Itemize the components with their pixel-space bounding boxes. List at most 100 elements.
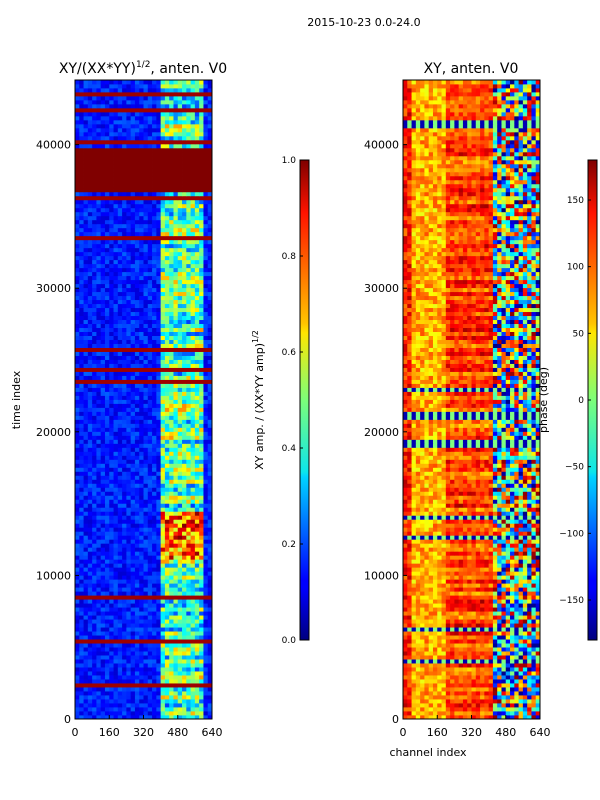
- left-heatmap-cell: [173, 703, 179, 708]
- left-heatmap-cell: [126, 379, 132, 384]
- left-heatmap-cell: [199, 459, 204, 464]
- left-heatmap-cell: [152, 199, 157, 205]
- left-heatmap-cell: [109, 315, 114, 321]
- left-heatmap-cell: [186, 295, 191, 301]
- left-heatmap-cell: [83, 551, 89, 556]
- left-heatmap-cell: [160, 163, 166, 169]
- left-heatmap-cell: [104, 335, 110, 340]
- left-heatmap-cell: [126, 443, 132, 448]
- left-heatmap-cell: [79, 335, 84, 340]
- left-heatmap-cell: [156, 363, 162, 368]
- left-heatmap-cell: [75, 267, 80, 273]
- left-heatmap-cell: [87, 415, 93, 420]
- left-heatmap-cell: [104, 515, 110, 520]
- left-heatmap-cell: [177, 215, 183, 221]
- left-heatmap-cell: [122, 363, 127, 368]
- left-heatmap-cell: [79, 215, 84, 221]
- left-heatmap-cell: [156, 539, 162, 544]
- left-heatmap-cell: [177, 139, 183, 145]
- left-heatmap-cell: [164, 359, 170, 364]
- left-heatmap-cell: [109, 403, 114, 408]
- left-heatmap-cell: [152, 95, 157, 101]
- left-title-suffix: , anten. V0: [150, 61, 227, 77]
- left-heatmap-cell: [203, 399, 209, 404]
- left-heatmap-cell: [75, 559, 80, 564]
- left-heatmap-cell: [130, 691, 136, 696]
- left-heatmap-cell: [190, 223, 196, 229]
- left-heatmap-cell: [100, 503, 106, 508]
- left-heatmap-cell: [79, 207, 84, 213]
- left-heatmap-cell: [139, 363, 144, 368]
- left-heatmap-cell: [104, 275, 110, 281]
- left-heatmap-cell: [100, 407, 106, 412]
- left-heatmap-cell: [139, 187, 144, 193]
- left-heatmap-cell: [134, 619, 140, 624]
- left-heatmap-cell: [117, 711, 123, 716]
- left-heatmap-cell: [104, 347, 110, 352]
- left-heatmap-cell: [199, 111, 204, 117]
- left-heatmap-cell: [134, 159, 140, 165]
- left-heatmap-cell: [152, 299, 157, 305]
- left-heatmap-cell: [113, 215, 119, 221]
- left-heatmap-cell: [87, 623, 93, 628]
- left-heatmap-cell: [143, 195, 149, 201]
- left-heatmap-cell: [117, 239, 123, 245]
- left-heatmap-cell: [126, 471, 132, 476]
- left-heatmap-cell: [126, 495, 132, 500]
- left-heatmap-cell: [164, 427, 170, 432]
- left-heatmap-cell: [173, 251, 179, 257]
- left-heatmap-cell: [194, 563, 200, 568]
- left-heatmap-cell: [122, 407, 127, 412]
- left-heatmap-cell: [96, 523, 102, 528]
- left-heatmap-cell: [87, 435, 93, 440]
- left-heatmap-cell: [122, 443, 127, 448]
- left-heatmap-cell: [117, 451, 123, 456]
- left-heatmap-cell: [122, 335, 127, 340]
- left-heatmap-cell: [190, 475, 196, 480]
- left-heatmap-cell: [186, 343, 191, 348]
- left-heatmap-cell: [139, 563, 144, 568]
- left-heatmap-cell: [147, 679, 153, 684]
- left-heatmap-cell: [122, 243, 127, 249]
- left-heatmap-cell: [79, 439, 84, 444]
- left-heatmap-cell: [156, 599, 162, 604]
- left-heatmap-cell: [182, 279, 187, 285]
- left-heatmap-cell: [152, 631, 157, 636]
- left-heatmap-cell: [96, 531, 102, 536]
- left-heatmap-cell: [143, 579, 149, 584]
- left-heatmap-cell: [160, 111, 166, 117]
- left-heatmap-cell: [207, 431, 212, 436]
- left-heatmap-cell: [147, 575, 153, 580]
- left-heatmap-cell: [199, 539, 204, 544]
- left-heatmap-cell: [113, 479, 119, 484]
- left-heatmap-cell: [147, 495, 153, 500]
- left-heatmap-cell: [92, 179, 97, 185]
- left-heatmap-cell: [75, 311, 80, 317]
- left-heatmap-cell: [147, 559, 153, 564]
- left-heatmap-cell: [130, 259, 136, 265]
- left-heatmap-cell: [190, 427, 196, 432]
- left-heatmap-cell: [139, 699, 144, 704]
- left-heatmap-cell: [173, 691, 179, 696]
- left-heatmap-cell: [75, 575, 80, 580]
- left-heatmap-cell: [147, 671, 153, 676]
- left-heatmap-cell: [139, 471, 144, 476]
- left-heatmap-cell: [100, 527, 106, 532]
- left-heatmap-cell: [117, 143, 123, 149]
- left-heatmap-cell: [177, 263, 183, 269]
- left-heatmap-cell: [83, 167, 89, 173]
- left-heatmap-cell: [113, 451, 119, 456]
- left-heatmap-cell: [143, 183, 149, 189]
- left-heatmap-cell: [147, 567, 153, 572]
- left-heatmap-cell: [203, 259, 209, 265]
- left-heatmap-cell: [186, 471, 191, 476]
- left-heatmap-cell: [134, 519, 140, 524]
- left-heatmap-cell: [126, 239, 132, 245]
- left-heatmap-cell: [75, 695, 80, 700]
- left-heatmap-cell: [190, 243, 196, 249]
- left-heatmap-cell: [156, 143, 162, 149]
- left-heatmap-cell: [186, 147, 191, 153]
- left-heatmap-cell: [169, 267, 174, 273]
- left-heatmap-cell: [75, 151, 80, 157]
- left-heatmap-cell: [147, 395, 153, 400]
